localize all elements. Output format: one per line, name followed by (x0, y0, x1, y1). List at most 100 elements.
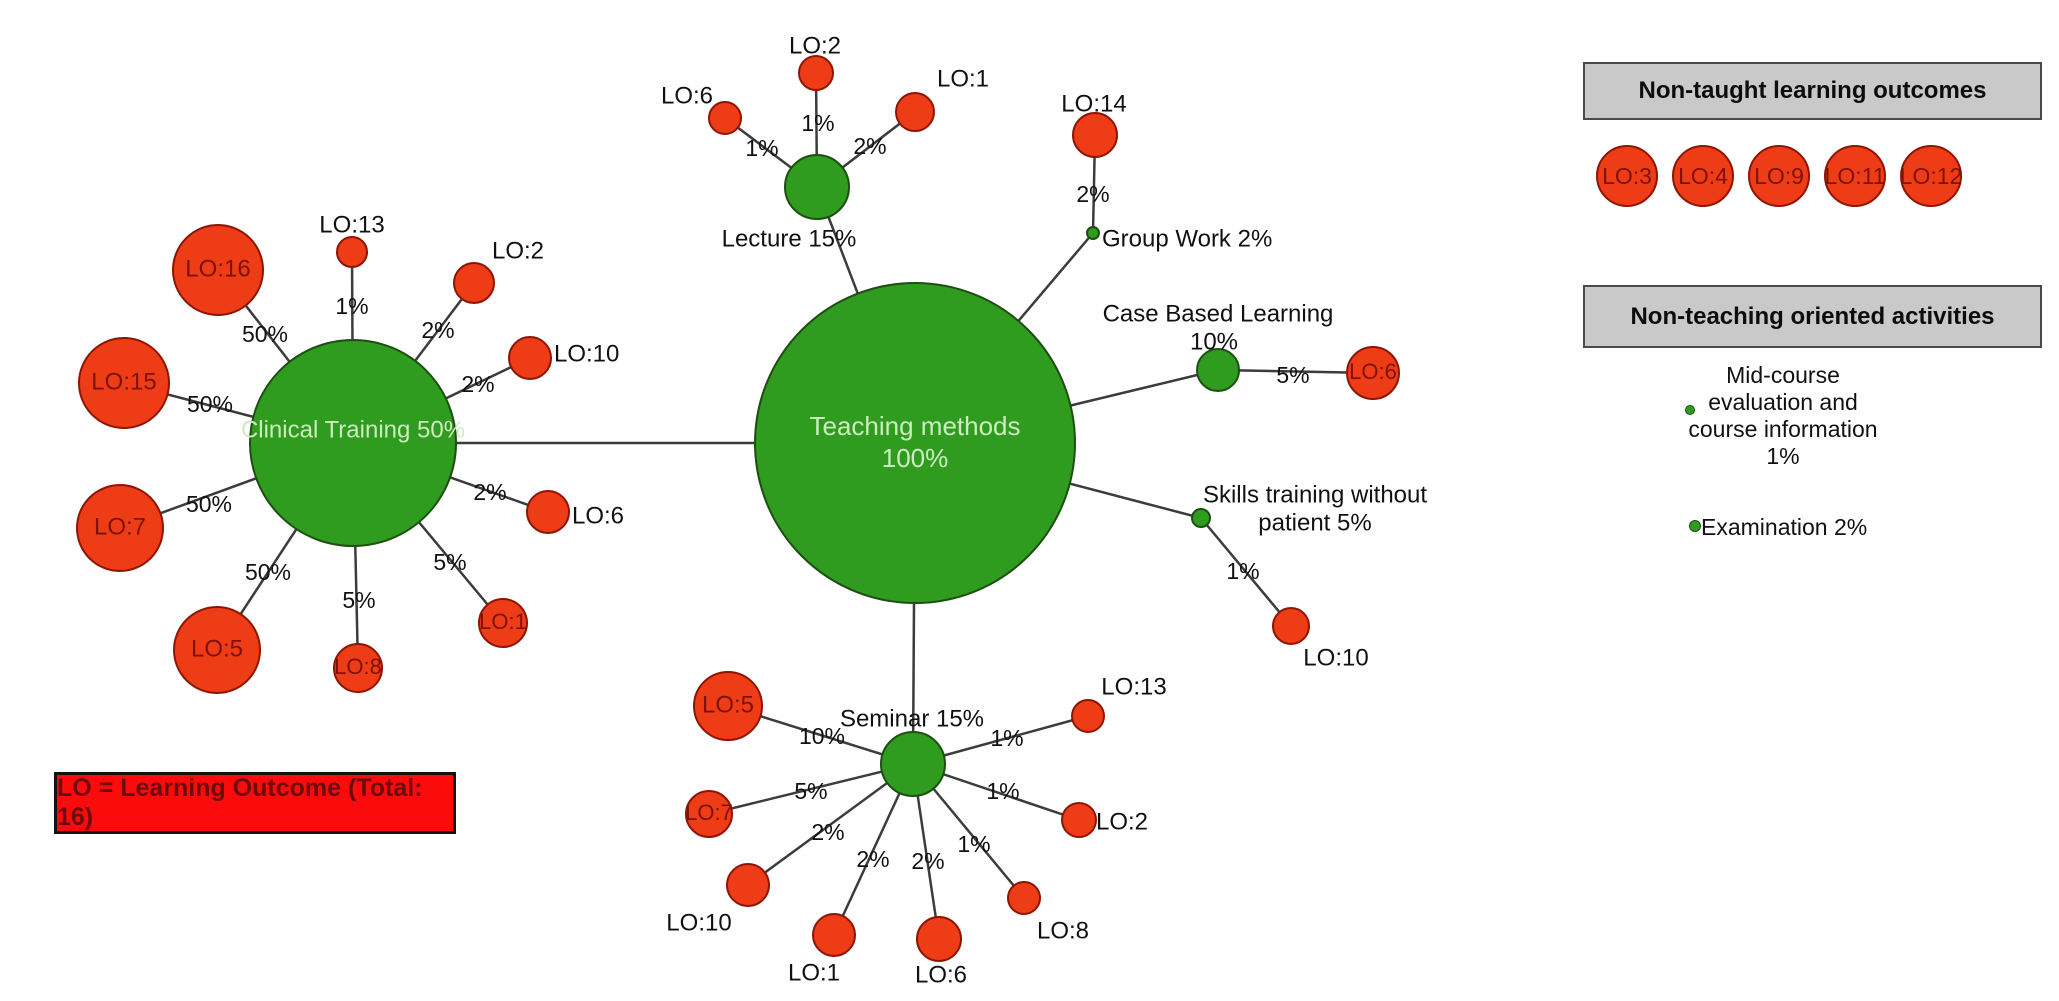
node-lo5-seminar-inside-label: LO:5 (702, 691, 754, 718)
clinical-lo7-pct: 50% (186, 491, 232, 517)
lecture-lo2-pct: 1% (801, 110, 834, 136)
node-lo2-clinical (453, 262, 495, 304)
seminar-lo6-pct: 2% (911, 848, 944, 874)
mid-course-dot-icon (1685, 405, 1695, 415)
node-lo5-clinical-inside-label: LO:5 (191, 635, 243, 662)
cbl-lo6-pct: 5% (1276, 362, 1309, 388)
non-taught-outcome-lo3: LO:3 (1596, 145, 1658, 207)
skills-label-2: patient 5% (1258, 509, 1371, 536)
node-lo5-seminar (693, 671, 763, 741)
non-taught-outcome-lo4: LO:4 (1672, 145, 1734, 207)
node-lo13-clinical (336, 236, 368, 268)
seminar-label: Seminar 15% (840, 705, 984, 732)
node-lo15-inside-label: LO:15 (91, 368, 156, 395)
seminar-lo10-pct: 2% (811, 819, 844, 845)
clinical-lo6-pct: 2% (473, 479, 506, 505)
non-taught-header: Non-taught learning outcomes (1583, 62, 2042, 120)
node-lo1-seminar (812, 913, 856, 957)
mid-course-evaluation-label: Mid-course evaluation and course informa… (1688, 362, 1878, 469)
lecture-label: Lecture 15% (722, 225, 857, 252)
node-lo6-seminar (916, 916, 962, 962)
lo6-clinical-label: LO:6 (572, 502, 624, 529)
node-lecture (784, 154, 850, 220)
node-lo1-lecture (895, 92, 935, 132)
lo2-seminar-label: LO:2 (1096, 808, 1148, 835)
node-lo8-clinical-inside-label: LO:8 (334, 654, 382, 679)
clinical-lo10-pct: 2% (461, 371, 494, 397)
node-lo5-clinical (173, 606, 261, 694)
lo10-clinical-label: LO:10 (554, 340, 619, 367)
non-taught-outcome-label: LO:12 (1899, 162, 1963, 189)
non-taught-outcome-lo11: LO:11 (1824, 145, 1886, 207)
edge-skills-dot--lo10-skills (1200, 517, 1292, 627)
lo-legend-label: LO = Learning Outcome (Total: 16) (57, 774, 423, 831)
non-teaching-title: Non-teaching oriented activities (1630, 302, 1995, 330)
node-lo7-seminar (685, 790, 733, 838)
node-lo10-seminar (726, 863, 770, 907)
node-lo2-lecture (798, 55, 834, 91)
lo6-lecture-label: LO:6 (661, 82, 713, 109)
node-lo16-inside-label: LO:16 (185, 255, 250, 282)
node-lo8-clinical (333, 643, 383, 693)
seminar-lo8-pct: 1% (957, 831, 990, 857)
lo8-seminar-label: LO:8 (1037, 917, 1089, 944)
non-taught-title: Non-taught learning outcomes (1638, 77, 1987, 104)
seminar-lo2-pct: 1% (986, 778, 1019, 804)
groupwork-lo14-pct: 2% (1076, 181, 1109, 207)
non-taught-outcome-lo9: LO:9 (1748, 145, 1810, 207)
non-taught-outcome-label: LO:3 (1602, 162, 1652, 189)
clinical-lo8-pct: 5% (342, 587, 375, 613)
node-teaching-methods-inside-label: 100% (882, 443, 949, 473)
node-skills-dot (1191, 508, 1211, 528)
node-lo2-seminar (1061, 802, 1097, 838)
node-lo8-seminar (1007, 881, 1041, 915)
group-work-label: Group Work 2% (1102, 225, 1272, 252)
non-taught-outcome-label: LO:4 (1678, 162, 1728, 189)
node-teaching-methods-inside-label: Teaching methods (809, 411, 1020, 441)
node-lo15 (78, 337, 170, 429)
non-taught-outcome-label: LO:9 (1754, 162, 1804, 189)
lo1-seminar-label: LO:1 (788, 959, 840, 986)
node-case-based-learning (1196, 348, 1240, 392)
skills-lo10-pct: 1% (1226, 558, 1259, 584)
node-lo6-cbl (1346, 346, 1400, 400)
lo13-clinical-label: LO:13 (319, 211, 384, 238)
clinical-lo1-pct: 5% (433, 549, 466, 575)
examination-dot-icon (1689, 520, 1701, 532)
examination-label: Examination 2% (1701, 514, 1868, 540)
lo1-lecture-label: LO:1 (937, 65, 989, 92)
clinical-lo16-pct: 50% (242, 321, 288, 347)
cbl-pct: 10% (1190, 328, 1238, 355)
node-lo16 (172, 224, 264, 316)
node-lo6-clinical (526, 490, 570, 534)
clinical-lo2-pct: 2% (421, 317, 454, 343)
node-lo1-clinical (478, 598, 528, 648)
node-lo14 (1072, 112, 1118, 158)
lo10-skills-label: LO:10 (1303, 644, 1368, 671)
node-clinical-training (249, 339, 457, 547)
clinical-lo15-pct: 50% (187, 391, 233, 417)
lo10-seminar-label: LO:10 (666, 909, 731, 936)
node-lo13-seminar (1071, 699, 1105, 733)
node-group-work-dot (1086, 226, 1100, 240)
seminar-lo7-pct: 5% (794, 778, 827, 804)
node-lo1-clinical-inside-label: LO:1 (479, 609, 527, 634)
lecture-lo1-pct: 2% (853, 133, 886, 159)
node-teaching-methods (754, 282, 1076, 604)
node-seminar (880, 731, 946, 797)
non-taught-outcomes-row: LO:3 LO:4 LO:9 LO:11 LO:12 (1596, 145, 1962, 207)
node-lo7-seminar-inside-label: LO:7 (685, 800, 733, 825)
node-clinical-training-inside-label: Clinical Training 50% (241, 416, 465, 443)
lecture-lo6-pct: 1% (745, 135, 778, 161)
lo-legend-box: LO = Learning Outcome (Total: 16) (54, 772, 456, 834)
node-lo6-lecture (708, 101, 742, 135)
skills-label-1: Skills training without (1203, 481, 1427, 508)
node-lo7-clinical-inside-label: LO:7 (94, 513, 146, 540)
lo14-label: LO:14 (1061, 90, 1126, 117)
edge-seminar--lo10-seminar (747, 762, 914, 887)
non-teaching-header: Non-teaching oriented activities (1583, 285, 2042, 348)
lo2-clinical-label: LO:2 (492, 237, 544, 264)
node-lo6-cbl-inside-label: LO:6 (1349, 359, 1397, 384)
